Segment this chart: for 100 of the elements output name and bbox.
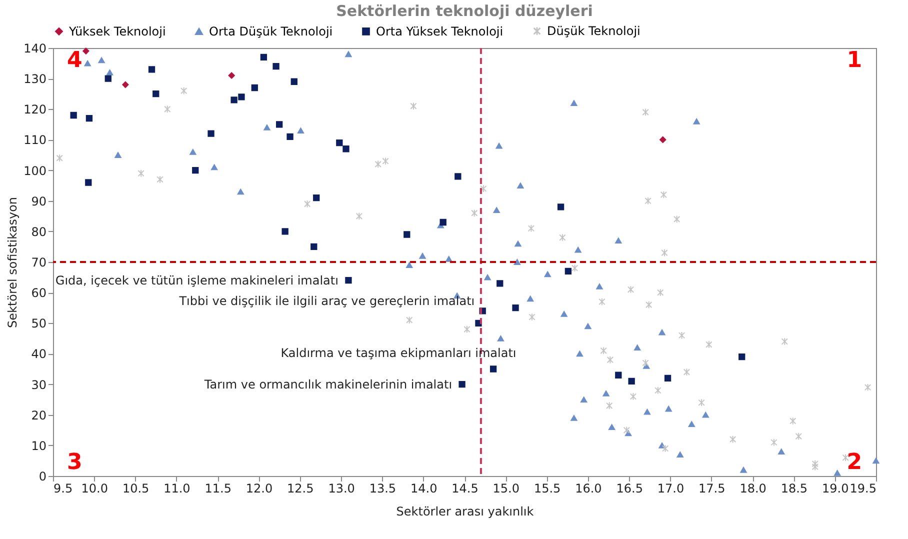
x-tick-label: 18.0 <box>740 482 766 496</box>
point <box>665 406 672 412</box>
x-tick-label: 10.0 <box>81 482 108 496</box>
point <box>419 252 426 259</box>
point <box>564 268 572 274</box>
y-tick-label: 50 <box>31 316 46 331</box>
point <box>272 63 280 70</box>
point <box>580 396 588 403</box>
point <box>464 325 470 334</box>
point <box>676 452 684 458</box>
point <box>570 100 578 106</box>
y-tick-label: 70 <box>31 256 46 270</box>
point <box>544 271 551 278</box>
point <box>310 243 318 250</box>
point <box>688 421 695 427</box>
y-axis-title: Sektörel sofistikasyon <box>6 196 20 328</box>
point <box>660 136 666 144</box>
point <box>600 346 607 355</box>
point <box>70 112 77 119</box>
point <box>630 392 637 400</box>
point <box>382 157 389 166</box>
point <box>230 96 238 104</box>
y-tick-label: 100 <box>24 164 46 178</box>
annotation: 1 <box>846 48 862 73</box>
point <box>82 48 90 54</box>
point <box>598 298 606 306</box>
y-tick-label: 10 <box>31 438 46 453</box>
point <box>404 231 410 238</box>
x-tick-label: 16.5 <box>616 482 643 496</box>
x-tick-label: 15.0 <box>492 482 520 496</box>
point <box>596 284 603 290</box>
point <box>608 424 616 430</box>
point <box>512 304 519 312</box>
point <box>660 190 667 199</box>
point <box>557 204 564 210</box>
point <box>674 215 680 224</box>
point <box>664 374 672 382</box>
y-tick-label: 40 <box>31 347 46 362</box>
point <box>627 286 634 294</box>
point <box>493 207 500 213</box>
point <box>286 133 294 140</box>
point <box>642 358 649 367</box>
legend-label: Yüksek Teknoloji <box>68 24 166 38</box>
x-tick-label: 12.0 <box>246 482 273 496</box>
point <box>276 121 283 128</box>
y-tick-label: 90 <box>31 194 46 208</box>
y-tick-label: 120 <box>24 102 46 117</box>
point <box>406 262 413 268</box>
point <box>576 350 584 357</box>
point <box>706 340 712 348</box>
y-tick-label: 20 <box>31 408 46 422</box>
point <box>313 194 320 202</box>
point <box>458 380 466 388</box>
point <box>661 248 668 257</box>
point <box>628 378 635 385</box>
legend-label: Orta Düşük Teknoloji <box>209 24 333 38</box>
x-tick-label: 13.5 <box>369 482 396 496</box>
point <box>238 94 245 100</box>
point <box>658 329 666 336</box>
y-tick-label: 130 <box>24 72 46 86</box>
point <box>790 417 796 425</box>
y-tick-label: 60 <box>31 286 46 300</box>
point <box>374 160 382 168</box>
x-axis-title: Sektörler arası yakınlık <box>396 504 534 518</box>
point <box>410 102 417 110</box>
point <box>615 372 622 378</box>
x-tick-label: 11.5 <box>204 482 232 496</box>
point <box>440 218 446 226</box>
point <box>345 277 352 284</box>
point <box>623 426 630 434</box>
point <box>642 108 649 116</box>
point <box>446 256 452 262</box>
point <box>180 86 188 95</box>
x-tick-label: 13.0 <box>328 482 355 496</box>
point <box>454 173 462 180</box>
point <box>156 176 164 184</box>
x-tick-label: 15.5 <box>534 482 561 496</box>
point <box>297 128 304 134</box>
point <box>497 335 504 342</box>
point <box>84 60 91 66</box>
point <box>683 368 690 376</box>
annotation: 3 <box>67 450 82 475</box>
point <box>496 280 504 287</box>
point <box>702 412 709 418</box>
annotation: Tarım ve ormancılık makinelerinin imalatı <box>203 377 452 392</box>
point <box>190 148 196 155</box>
point <box>237 188 244 195</box>
annotation: 2 <box>846 450 862 475</box>
point <box>662 444 669 452</box>
point <box>342 146 350 152</box>
annotation: Gıda, içecek ve tütün işleme makineleri imalatı <box>55 273 338 288</box>
point <box>356 212 362 220</box>
point <box>584 323 592 330</box>
point <box>527 296 534 302</box>
point <box>606 356 614 364</box>
x-tick-label: 14.5 <box>452 482 478 496</box>
point <box>560 311 568 317</box>
point <box>282 228 288 235</box>
x-tick-label: 19.5 <box>850 482 876 496</box>
point <box>740 466 747 473</box>
